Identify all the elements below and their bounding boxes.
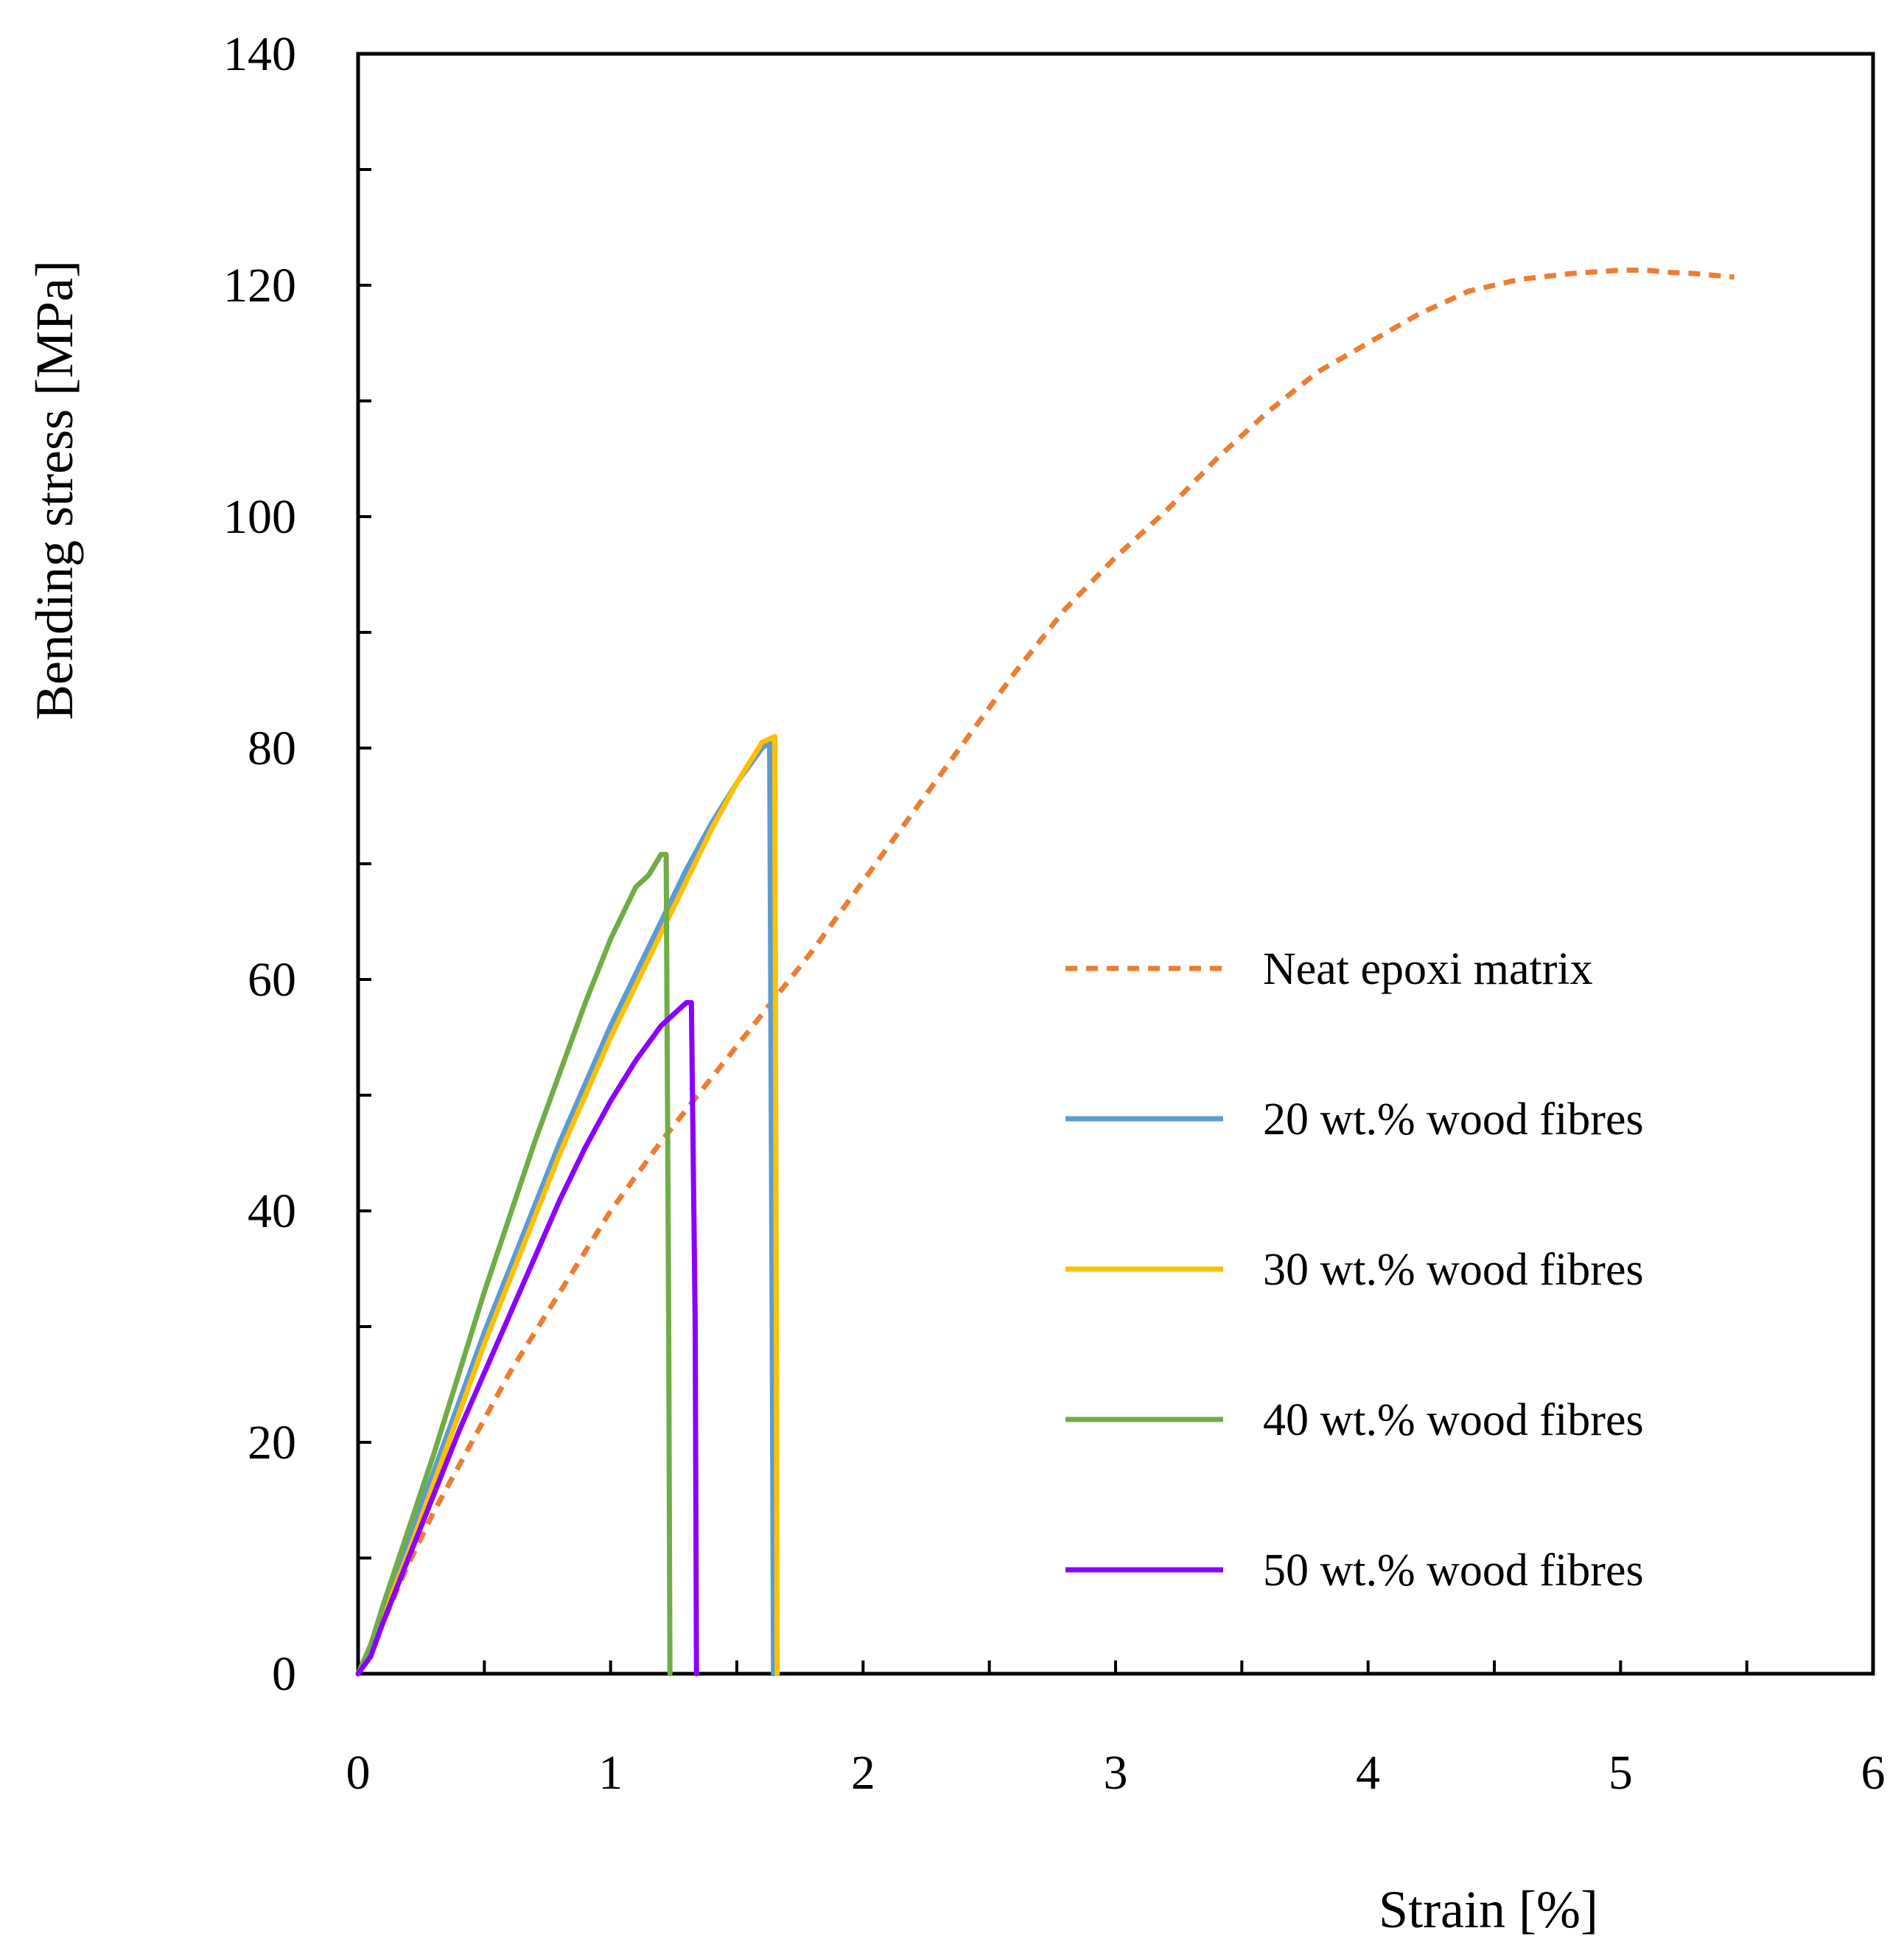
y-tick-label: 80 (248, 722, 296, 775)
y-tick-label: 20 (248, 1416, 296, 1470)
y-tick-label: 60 (248, 953, 296, 1007)
y-tick-label: 100 (223, 490, 296, 544)
legend-label: 20 wt.% wood fibres (1263, 1094, 1644, 1145)
y-tick-labels: 0 20 40 60 80 100 120 140 (223, 27, 296, 1701)
legend-label: 50 wt.% wood fibres (1263, 1545, 1644, 1596)
series-line-neat-epoxi-matrix (355, 268, 1735, 1675)
x-tick-label: 2 (851, 1746, 875, 1800)
x-tick-label: 6 (1861, 1746, 1886, 1800)
x-tick-label: 5 (1609, 1746, 1633, 1800)
legend-label: 30 wt.% wood fibres (1263, 1245, 1644, 1295)
x-tick-labels: 0 1 2 3 4 5 6 (346, 1746, 1886, 1800)
minor-ticks (357, 52, 1875, 1675)
legend-label: 40 wt.% wood fibres (1263, 1395, 1644, 1445)
y-tick-label: 120 (223, 259, 296, 312)
y-tick-label: 40 (248, 1184, 296, 1238)
legend-label: Neat epoxi matrix (1263, 944, 1593, 994)
series-line-40-wt-wood-fibres (355, 851, 673, 1677)
series-line-30-wt-wood-fibres (355, 733, 780, 1677)
x-tick-label: 3 (1104, 1746, 1128, 1800)
y-tick-label: 0 (272, 1647, 296, 1701)
y-axis-title: Bending stress [MPa] (25, 260, 84, 720)
series-line-50-wt-wood-fibres (355, 999, 699, 1677)
y-tick-label: 140 (223, 27, 296, 81)
x-tick-label: 4 (1356, 1746, 1380, 1800)
x-axis-title: Strain [%] (1379, 1880, 1598, 1939)
x-tick-label: 1 (598, 1746, 623, 1800)
x-tick-label: 0 (346, 1746, 371, 1800)
series-lines (355, 268, 1735, 1677)
legend: Neat epoxi matrix 20 wt.% wood fibres 30 w… (1065, 944, 1644, 1596)
plot-frame (356, 52, 1875, 1676)
